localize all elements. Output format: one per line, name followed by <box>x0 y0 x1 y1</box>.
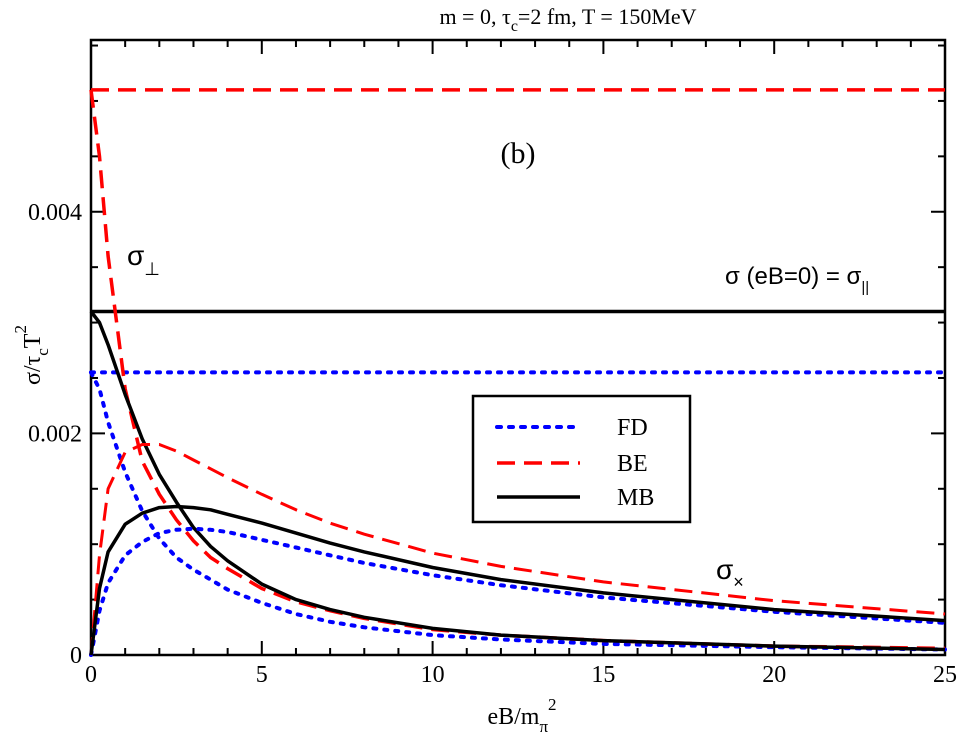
series-line <box>89 310 946 652</box>
legend-label-mb: MB <box>617 485 654 511</box>
x-tick-label: 20 <box>762 662 786 688</box>
y-axis: 0 0.002 0.004 <box>28 44 945 669</box>
series-line <box>89 526 947 657</box>
series-line <box>89 370 947 652</box>
x-tick-label: 25 <box>933 662 957 688</box>
sigma-cross-annotation: σ× <box>716 554 744 592</box>
series-line <box>89 89 946 651</box>
panel-label: (b) <box>501 137 536 170</box>
series-line <box>89 504 946 656</box>
y-tick-label: 0.002 <box>28 421 82 447</box>
x-tick-label: 10 <box>421 662 445 688</box>
series-layer <box>89 88 947 657</box>
y-axis-label: σ/τcT2 <box>11 325 52 385</box>
x-axis: 0 5 10 15 20 25 <box>85 40 957 688</box>
y-tick-label: 0.004 <box>28 200 82 226</box>
sigma-parallel-annotation: σ (eB=0) = σ|| <box>725 263 869 296</box>
y-tick-label: 0 <box>70 643 82 669</box>
x-tick-label: 15 <box>591 662 615 688</box>
x-tick-label: 0 <box>85 662 97 688</box>
x-tick-label: 5 <box>256 662 268 688</box>
chart-title: m = 0, τc=2 fm, T = 150MeV <box>439 4 696 35</box>
legend-label-be: BE <box>617 451 648 477</box>
x-axis-label: eB/mπ2 <box>487 695 556 736</box>
series-line <box>89 443 946 656</box>
legend-box <box>471 394 692 524</box>
legend: FD BE MB <box>471 394 692 524</box>
plot-frame <box>89 38 947 657</box>
legend-label-fd: FD <box>617 415 648 441</box>
sigma-perp-annotation: σ⊥ <box>127 240 160 279</box>
